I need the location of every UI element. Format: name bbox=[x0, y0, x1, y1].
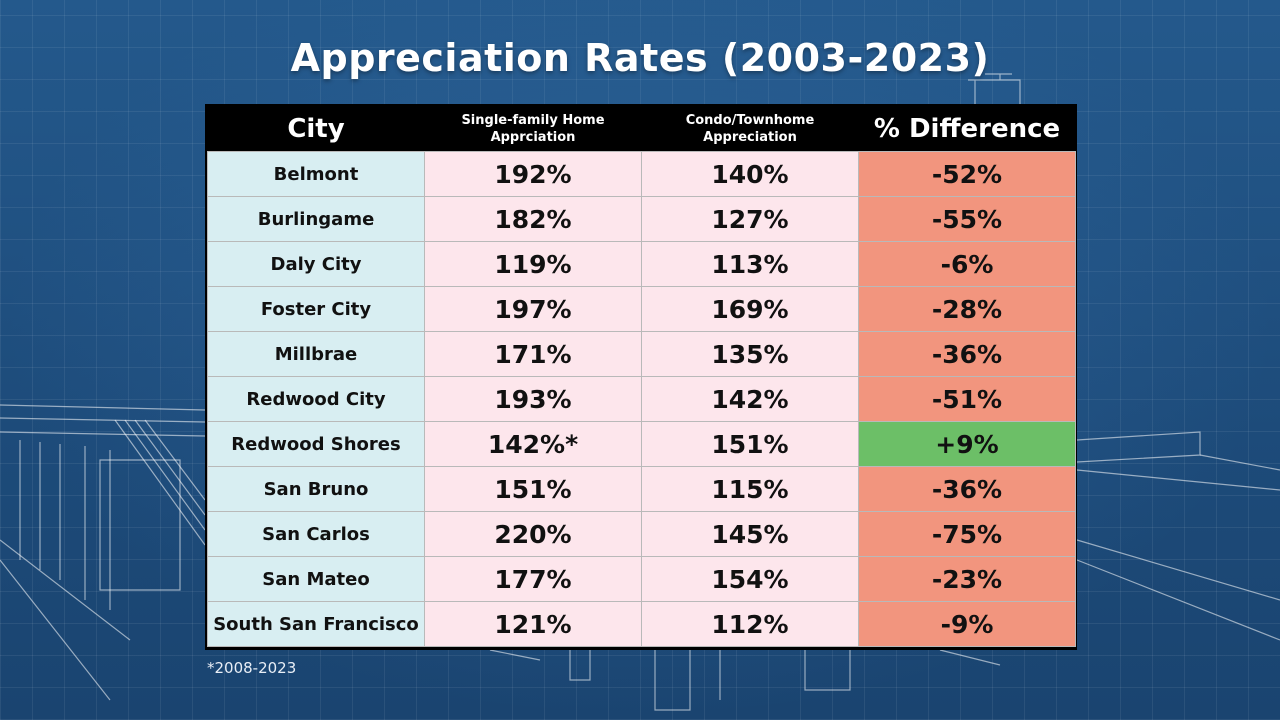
condo-cell: 145% bbox=[641, 511, 859, 557]
header-single-family: Single-family Home Apprciation bbox=[424, 106, 642, 152]
header-condo-line2: Appreciation bbox=[703, 129, 797, 145]
difference-cell: -36% bbox=[858, 466, 1076, 512]
condo-cell: 112% bbox=[641, 601, 859, 647]
header-condo: Condo/Townhome Appreciation bbox=[641, 106, 859, 152]
single-family-cell: 177% bbox=[424, 556, 642, 602]
single-family-cell: 193% bbox=[424, 376, 642, 422]
table-row: Foster City 197% 169% -28% bbox=[207, 286, 1076, 332]
single-family-cell: 220% bbox=[424, 511, 642, 557]
table-header-row: City Single-family Home Apprciation Cond… bbox=[207, 106, 1076, 152]
city-cell: San Bruno bbox=[207, 466, 425, 512]
single-family-cell: 151% bbox=[424, 466, 642, 512]
difference-cell: -55% bbox=[858, 196, 1076, 242]
city-cell: San Carlos bbox=[207, 511, 425, 557]
difference-cell: -36% bbox=[858, 331, 1076, 377]
condo-cell: 127% bbox=[641, 196, 859, 242]
table-row: Belmont 192% 140% -52% bbox=[207, 151, 1076, 197]
single-family-cell: 171% bbox=[424, 331, 642, 377]
condo-cell: 142% bbox=[641, 376, 859, 422]
header-single-family-line2: Apprciation bbox=[490, 129, 576, 145]
city-cell: Redwood City bbox=[207, 376, 425, 422]
condo-cell: 113% bbox=[641, 241, 859, 287]
single-family-cell: 192% bbox=[424, 151, 642, 197]
header-condo-line1: Condo/Townhome bbox=[685, 112, 815, 128]
difference-cell: -23% bbox=[858, 556, 1076, 602]
table-body: Belmont 192% 140% -52% Burlingame 182% 127% -55… bbox=[207, 151, 1076, 647]
single-family-cell: 121% bbox=[424, 601, 642, 647]
difference-cell: +9% bbox=[858, 421, 1076, 467]
single-family-cell: 119% bbox=[424, 241, 642, 287]
table-row: Redwood Shores 142%* 151% +9% bbox=[207, 421, 1076, 467]
header-difference: % Difference bbox=[858, 106, 1076, 152]
table-row: Millbrae 171% 135% -36% bbox=[207, 331, 1076, 377]
page-title: Appreciation Rates (2003-2023) bbox=[290, 36, 990, 80]
city-cell: Daly City bbox=[207, 241, 425, 287]
footnote: *2008-2023 bbox=[207, 659, 297, 677]
header-single-family-line1: Single-family Home bbox=[461, 112, 605, 128]
appreciation-table: City Single-family Home Apprciation Cond… bbox=[205, 104, 1077, 650]
condo-cell: 151% bbox=[641, 421, 859, 467]
difference-cell: -9% bbox=[858, 601, 1076, 647]
condo-cell: 135% bbox=[641, 331, 859, 377]
city-cell: South San Francisco bbox=[207, 601, 425, 647]
table-row: Daly City 119% 113% -6% bbox=[207, 241, 1076, 287]
table-row: Redwood City 193% 142% -51% bbox=[207, 376, 1076, 422]
city-cell: Redwood Shores bbox=[207, 421, 425, 467]
condo-cell: 154% bbox=[641, 556, 859, 602]
city-cell: San Mateo bbox=[207, 556, 425, 602]
city-cell: Millbrae bbox=[207, 331, 425, 377]
difference-cell: -51% bbox=[858, 376, 1076, 422]
table-row: Burlingame 182% 127% -55% bbox=[207, 196, 1076, 242]
difference-cell: -6% bbox=[858, 241, 1076, 287]
table-row: South San Francisco 121% 112% -9% bbox=[207, 601, 1076, 647]
single-family-cell: 197% bbox=[424, 286, 642, 332]
difference-cell: -52% bbox=[858, 151, 1076, 197]
table-row: San Mateo 177% 154% -23% bbox=[207, 556, 1076, 602]
single-family-cell: 142%* bbox=[424, 421, 642, 467]
city-cell: Belmont bbox=[207, 151, 425, 197]
city-cell: Foster City bbox=[207, 286, 425, 332]
header-city: City bbox=[207, 106, 425, 152]
single-family-cell: 182% bbox=[424, 196, 642, 242]
table-row: San Carlos 220% 145% -75% bbox=[207, 511, 1076, 557]
condo-cell: 169% bbox=[641, 286, 859, 332]
condo-cell: 115% bbox=[641, 466, 859, 512]
condo-cell: 140% bbox=[641, 151, 859, 197]
difference-cell: -75% bbox=[858, 511, 1076, 557]
city-cell: Burlingame bbox=[207, 196, 425, 242]
difference-cell: -28% bbox=[858, 286, 1076, 332]
table-row: San Bruno 151% 115% -36% bbox=[207, 466, 1076, 512]
